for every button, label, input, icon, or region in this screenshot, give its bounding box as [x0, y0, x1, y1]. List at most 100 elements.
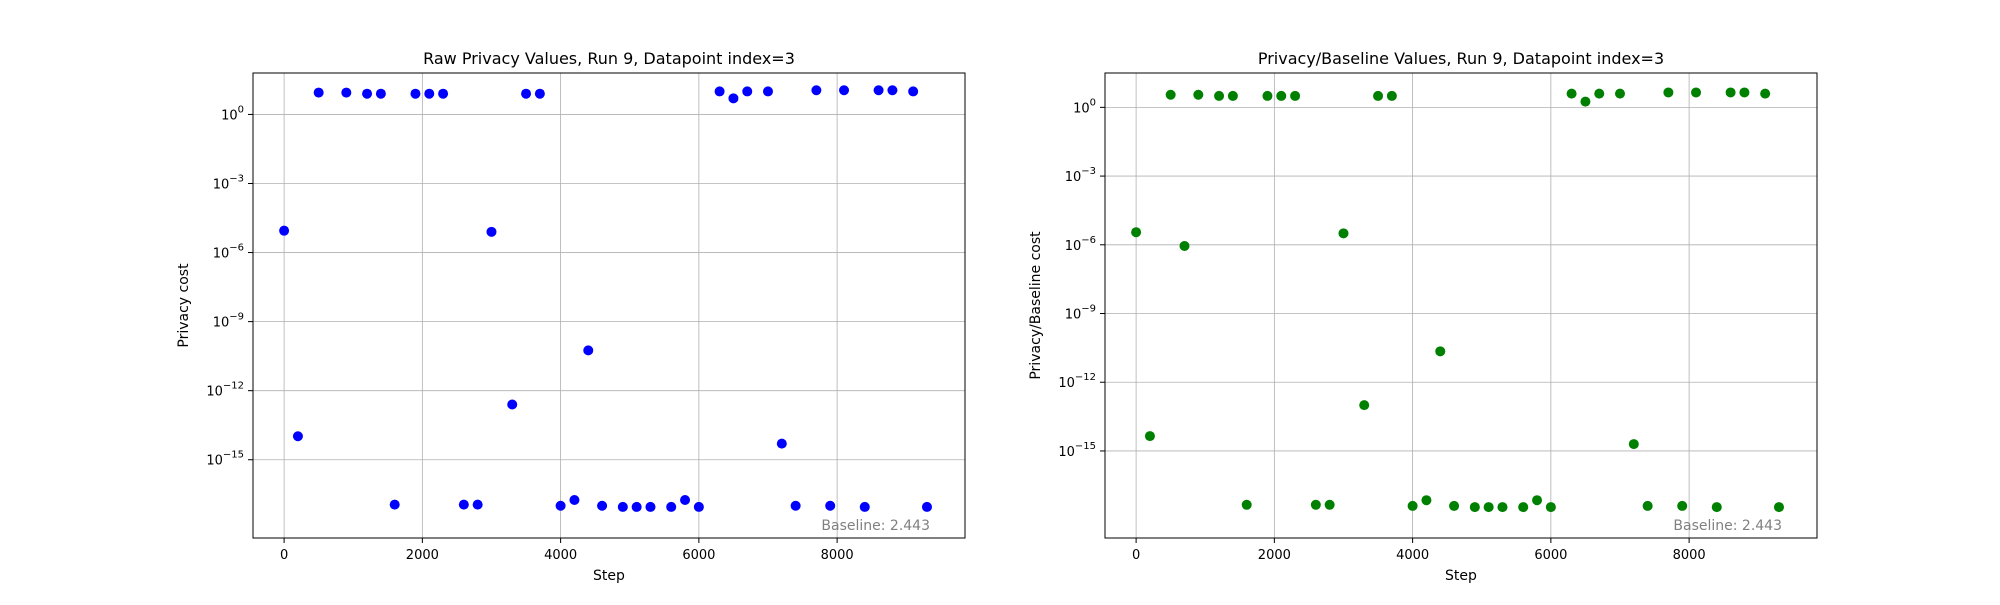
- y-tick-label: 10−3: [1065, 166, 1096, 185]
- y-tick-label: 10−9: [213, 312, 244, 331]
- data-point: [583, 345, 594, 356]
- data-point: [313, 87, 324, 98]
- y-axis-label: Privacy/Baseline cost: [1028, 231, 1044, 380]
- data-point: [569, 495, 580, 506]
- data-point: [1628, 439, 1639, 450]
- data-point: [680, 495, 691, 506]
- y-axis-label: Privacy cost: [176, 263, 192, 348]
- data-point: [1760, 88, 1771, 99]
- data-point: [472, 499, 483, 510]
- data-point: [1165, 89, 1176, 100]
- x-tick-label: 8000: [1673, 548, 1706, 563]
- data-point: [1421, 495, 1432, 506]
- data-point: [375, 88, 386, 99]
- baseline-annotation: Baseline: 2.443: [821, 518, 930, 534]
- data-point: [1144, 431, 1155, 442]
- data-point: [1214, 90, 1225, 101]
- data-point: [1545, 502, 1556, 513]
- data-point: [631, 501, 642, 512]
- plot-frame: [252, 72, 966, 539]
- data-point: [617, 501, 628, 512]
- data-point: [597, 500, 608, 511]
- y-tick-label: 100: [1073, 97, 1096, 116]
- x-tick-label: 8000: [821, 548, 854, 563]
- data-point: [1497, 502, 1508, 513]
- data-point: [1691, 87, 1702, 98]
- data-point: [693, 501, 704, 512]
- data-point: [790, 500, 801, 511]
- data-point: [1483, 502, 1494, 513]
- data-point: [1324, 499, 1335, 510]
- data-point: [362, 88, 373, 99]
- x-tick-label: 4000: [544, 548, 577, 563]
- data-point: [873, 85, 884, 96]
- x-tick-label: 2000: [1258, 548, 1291, 563]
- data-point: [921, 501, 932, 512]
- data-point: [1193, 89, 1204, 100]
- chart-title: Raw Privacy Values, Run 9, Datapoint ind…: [423, 49, 795, 68]
- left-chart-panel: 0 2000 4000 6000 8000 100 10−3 10−6 10−9 10−12 10−…: [176, 49, 966, 584]
- data-point: [776, 438, 787, 449]
- y-tick-label: 10−6: [213, 243, 244, 262]
- data-point: [1739, 87, 1750, 98]
- data-point: [555, 500, 566, 511]
- data-point: [507, 399, 518, 410]
- x-tick-label: 2000: [406, 548, 439, 563]
- data-point: [1386, 90, 1397, 101]
- data-point: [1407, 500, 1418, 511]
- data-point: [341, 87, 352, 98]
- data-point: [908, 86, 919, 97]
- data-point: [1290, 90, 1301, 101]
- data-point: [825, 500, 836, 511]
- data-point: [279, 225, 290, 236]
- plot-frame: [1104, 72, 1818, 539]
- x-axis-label: Step: [1445, 568, 1477, 584]
- x-tick-label: 4000: [1396, 548, 1429, 563]
- data-point: [1773, 502, 1784, 513]
- data-point: [666, 501, 677, 512]
- data-point: [1711, 502, 1722, 513]
- data-point: [424, 88, 435, 99]
- y-tick-label: 10−15: [206, 450, 244, 469]
- data-point: [1642, 500, 1653, 511]
- data-point: [859, 501, 870, 512]
- data-point: [1725, 87, 1736, 98]
- baseline-annotation: Baseline: 2.443: [1673, 518, 1782, 534]
- data-point: [742, 86, 753, 97]
- y-tick-label: 10−12: [206, 381, 244, 400]
- data-point: [1179, 240, 1190, 251]
- data-point: [1518, 502, 1529, 513]
- data-point: [1241, 499, 1252, 510]
- data-point: [1262, 90, 1273, 101]
- data-point: [458, 499, 469, 510]
- chart-title: Privacy/Baseline Values, Run 9, Datapoin…: [1258, 49, 1664, 68]
- x-tick-label: 6000: [682, 548, 715, 563]
- data-point: [410, 88, 421, 99]
- data-point: [1359, 400, 1370, 411]
- data-point: [645, 501, 656, 512]
- data-point: [1227, 90, 1238, 101]
- data-point: [1435, 346, 1446, 357]
- data-point: [1566, 88, 1577, 99]
- data-point: [389, 499, 400, 510]
- data-point: [1449, 500, 1460, 511]
- data-point: [292, 431, 303, 442]
- data-point: [1131, 227, 1142, 238]
- data-point: [1373, 90, 1384, 101]
- data-point: [811, 85, 822, 96]
- y-tick-label: 10−6: [1065, 235, 1096, 254]
- data-point: [728, 93, 739, 104]
- x-tick-label: 6000: [1534, 548, 1567, 563]
- data-point: [839, 85, 850, 96]
- data-point: [1310, 499, 1321, 510]
- data-point: [1677, 500, 1688, 511]
- data-point: [1276, 90, 1287, 101]
- right-chart-panel: 0 2000 4000 6000 8000 100 10−3 10−6 10−9 10−12 10−…: [1028, 49, 1818, 584]
- data-point: [887, 85, 898, 96]
- y-tick-label: 10−12: [1058, 372, 1096, 391]
- data-point: [714, 86, 725, 97]
- data-point: [534, 88, 545, 99]
- y-tick-label: 10−3: [213, 173, 244, 192]
